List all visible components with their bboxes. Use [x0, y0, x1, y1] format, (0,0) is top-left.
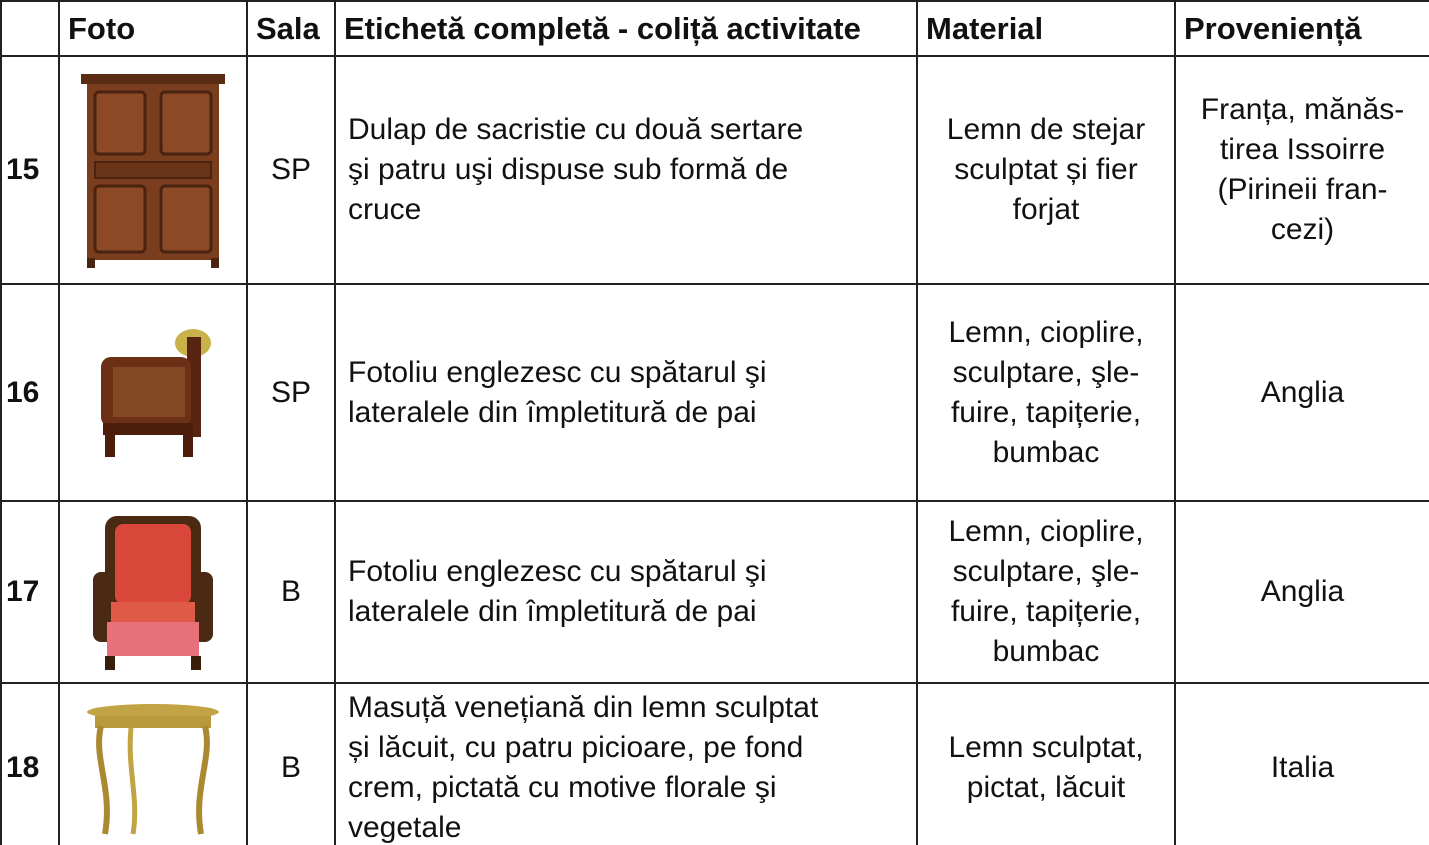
header-cell: Foto — [58, 0, 248, 57]
photo — [58, 682, 248, 845]
text-line: fuire, tapițerie, — [950, 395, 1142, 429]
text-line: sculptare, şle- — [952, 555, 1140, 588]
table-photo — [87, 704, 219, 835]
text-line: cezi) — [1270, 213, 1335, 246]
sala: B — [246, 500, 336, 684]
header-cell: Sala — [246, 0, 336, 57]
provenance: Anglia — [1174, 283, 1429, 502]
label: Masuță venețiană din lemn sculptat și lăc… — [334, 682, 918, 845]
row: 18 B Masuță venețiană din lemn sculptat ș… — [0, 682, 1429, 845]
text-line: Dulap de sacristie cu două sertare — [348, 113, 804, 146]
text-line: şi patru uşi dispuse sub formă de — [348, 153, 789, 186]
text-line: Lemn sculptat, — [948, 731, 1144, 764]
material: Lemn sculptat, pictat, lăcuit — [916, 682, 1176, 845]
header-cell: Etichetă completă - coliță activitate — [334, 0, 918, 57]
row: 16 SP Fotoliu englezesc cu spătarul şi la… — [0, 283, 1429, 502]
text-line: sculptare, şle- — [952, 355, 1140, 389]
text-line: cruce — [348, 193, 422, 226]
text-line: tirea Issoirre — [1219, 133, 1386, 166]
photo — [58, 500, 248, 684]
material: Lemn de stejar sculptat și fier forjat — [916, 55, 1176, 285]
label: Dulap de sacristie cu două sertare şi pat… — [334, 55, 918, 285]
material: Lemn, cioplire, sculptare, şle-fuire, tap… — [916, 500, 1176, 684]
header-row: Foto Sala Etichetă completă - coliță act… — [0, 0, 1429, 57]
row: 15 SP Dulap de sacristie cu două sertare… — [0, 55, 1429, 285]
header-cell: Material — [916, 0, 1176, 57]
text-line: vegetale — [348, 811, 462, 844]
number: 15 — [0, 55, 60, 285]
row: 17 B Fotoliu englezesc cu spătarul şi lat… — [0, 500, 1429, 684]
text-line: bumbac — [992, 635, 1100, 668]
photo — [58, 283, 248, 502]
text-line: Italia — [1270, 751, 1335, 784]
text-line: Lemn, cioplire, — [948, 515, 1144, 548]
header-cell: Proveniență — [1174, 0, 1429, 57]
provenance: Anglia — [1174, 500, 1429, 684]
text-line: lateralele din împletitură de pai — [348, 395, 757, 429]
text-line: și lăcuit, cu patru picioare, pe fond — [348, 731, 804, 764]
text-line: Franța, mănăs- — [1200, 93, 1405, 126]
photo — [58, 55, 248, 285]
text-line: pictat, lăcuit — [966, 771, 1126, 804]
sala: B — [246, 682, 336, 845]
sala: SP — [246, 283, 336, 502]
text-line: Fotoliu englezesc cu spătarul şi — [348, 555, 767, 588]
text-line: Lemn de stejar — [946, 113, 1146, 146]
text-line: Fotoliu englezesc cu spătarul şi — [348, 355, 767, 389]
text-line: Anglia — [1260, 575, 1345, 608]
cabinet-photo — [81, 74, 225, 268]
armchair-photo — [93, 516, 213, 670]
armchair-photo — [101, 328, 211, 457]
provenance: Franța, mănăs-tirea Issoirre (Pirineii fr… — [1174, 55, 1429, 285]
text-line: fuire, tapițerie, — [950, 595, 1142, 628]
text-line: Masuță venețiană din lemn sculptat — [348, 691, 819, 724]
provenance: Italia — [1174, 682, 1429, 845]
material: Lemn, cioplire, sculptare, şle-fuire, tap… — [916, 283, 1176, 502]
text-line: crem, pictată cu motive florale şi — [348, 771, 777, 804]
header-cell — [0, 0, 60, 57]
text-line: Lemn, cioplire, — [948, 315, 1144, 349]
text-line: bumbac — [992, 435, 1100, 469]
text-line: (Pirineii fran- — [1217, 173, 1388, 206]
label: Fotoliu englezesc cu spătarul şi laterale… — [334, 500, 918, 684]
number: 17 — [0, 500, 60, 684]
text-line: lateralele din împletitură de pai — [348, 595, 757, 628]
text-line: sculptat și fier — [954, 153, 1138, 186]
sala: SP — [246, 55, 336, 285]
text-line: forjat — [1012, 193, 1080, 226]
label: Fotoliu englezesc cu spătarul şi laterale… — [334, 283, 918, 502]
number: 18 — [0, 682, 60, 845]
text-line: Anglia — [1260, 375, 1345, 409]
number: 16 — [0, 283, 60, 502]
